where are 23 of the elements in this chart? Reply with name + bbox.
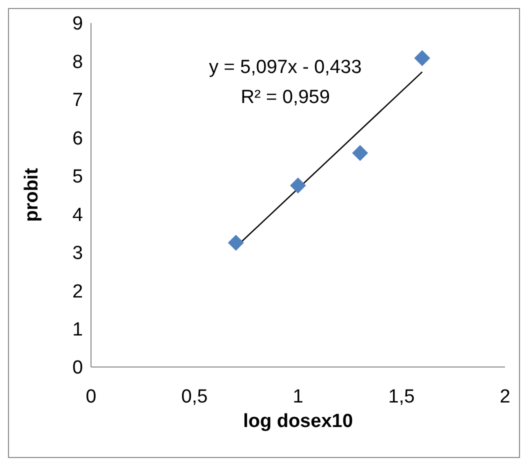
point	[228, 234, 244, 251]
point	[290, 177, 306, 194]
annotation: y = 5,097x - 0,433	[209, 56, 362, 80]
y-tick-label: 0	[72, 358, 83, 379]
y-tick-label: 4	[72, 204, 84, 226]
y-tick-label: 5	[72, 166, 83, 188]
y-tick-label: 8	[72, 52, 83, 73]
annotation: R² = 0,959	[240, 86, 331, 110]
x-tick-label: 0,5	[181, 386, 208, 408]
y-tick-label: 3	[72, 243, 83, 264]
x-tick-label: 1	[292, 386, 304, 408]
x-axis-title: log dosex10	[243, 411, 353, 432]
y-tick-label: 2	[72, 281, 83, 302]
y-tick-label: 9	[72, 14, 83, 35]
y-axis-title: probit	[22, 167, 43, 222]
y-tick-label: 1	[72, 320, 83, 341]
y-tick-label: 7	[72, 90, 83, 112]
y-tick-label: 6	[72, 128, 83, 150]
x-tick-label: 0	[86, 386, 96, 408]
point	[414, 50, 430, 66]
x-tick-label: 1,5	[388, 386, 415, 408]
point	[352, 144, 368, 161]
x-tick-label: 2	[500, 386, 510, 408]
